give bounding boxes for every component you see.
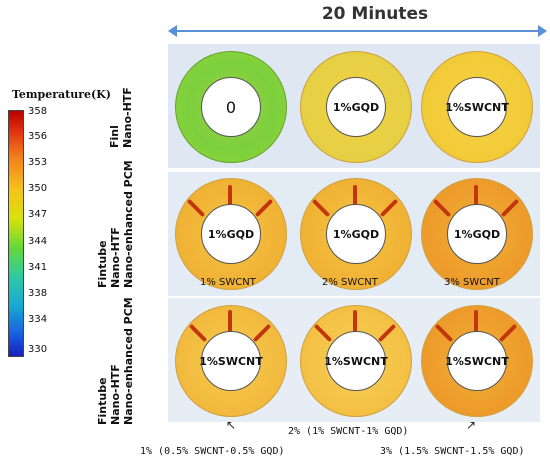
legend-tick: 347 <box>28 209 48 220</box>
simulation-cell: 1%GQD <box>297 175 413 291</box>
row-label-line: Finl <box>108 125 121 148</box>
legend-tick: 356 <box>28 131 48 142</box>
temperature-ring <box>175 51 287 163</box>
fin-hotspot <box>353 185 357 207</box>
legend-tick: 358 <box>28 106 48 117</box>
row-label-1: Finl Nano-HTF <box>108 87 134 148</box>
simulation-cell: 1%SWCNT <box>297 302 413 418</box>
case-label: 1%SWCNT <box>324 331 388 391</box>
case-label: 0 <box>201 77 261 137</box>
simulation-cell: 0 <box>172 48 288 164</box>
row2-sublabel: 1% SWCNT <box>200 277 256 288</box>
row-label-2: Fintube Nano-HTF Nano-enhanced PCM <box>96 160 135 288</box>
row-label-line: Nano-HTF <box>121 87 134 148</box>
fin-hotspot <box>228 185 232 207</box>
row-label-line: Nano-HTF <box>109 364 122 425</box>
simulation-cell: 1%GQD <box>297 48 413 164</box>
case-label: 1%SWCNT <box>445 331 509 391</box>
simulation-cell: 1%GQD <box>418 175 534 291</box>
row-label-line: Nano-HTF <box>109 227 122 288</box>
arrow-left-icon <box>168 25 177 37</box>
legend-tick: 334 <box>28 314 48 325</box>
time-title: 20 Minutes <box>321 4 429 24</box>
legend-tick: 344 <box>28 236 48 247</box>
fin-hotspot <box>474 310 478 332</box>
legend-tick: 350 <box>28 183 48 194</box>
time-arrow-line <box>172 30 542 32</box>
pointer-arrow-icon: ↖ <box>226 418 237 432</box>
simulation-cell: 1%SWCNT <box>418 302 534 418</box>
bottom-label: 2% (1% SWCNT-1% GQD) <box>288 426 409 437</box>
fin-hotspot <box>353 310 357 332</box>
arrow-right-icon <box>538 25 547 37</box>
row-label-line: Fintube <box>96 240 109 288</box>
simulation-cell: 1%GQD <box>172 175 288 291</box>
simulation-cell: 1%SWCNT <box>418 48 534 164</box>
row-label-line: Nano-enhanced PCM <box>122 297 135 425</box>
row-label-3: Fintube Nano-HTF Nano-enhanced PCM <box>96 297 135 425</box>
case-label: 1%GQD <box>447 204 507 264</box>
pointer-arrow-icon: ↗ <box>466 418 477 432</box>
legend-tick: 341 <box>28 262 48 273</box>
temperature-colorbar <box>8 110 24 357</box>
case-label: 1%GQD <box>326 77 386 137</box>
case-label: 1%SWCNT <box>445 77 509 137</box>
legend-tick: 330 <box>28 344 48 355</box>
bottom-label: 3% (1.5% SWCNT-1.5% GQD) <box>380 446 525 457</box>
bottom-label: 1% (0.5% SWCNT-0.5% GQD) <box>140 446 285 457</box>
case-label: 1%SWCNT <box>199 331 263 391</box>
case-label: 1%GQD <box>201 204 261 264</box>
legend-tick: 338 <box>28 288 48 299</box>
fin-hotspot <box>474 185 478 207</box>
row-label-line: Nano-enhanced PCM <box>122 160 135 288</box>
temperature-ring <box>421 51 533 163</box>
fin-hotspot <box>228 310 232 332</box>
case-label: 1%GQD <box>326 204 386 264</box>
row2-sublabel: 2% SWCNT <box>322 277 378 288</box>
legend-tick: 353 <box>28 157 48 168</box>
simulation-cell: 1%SWCNT <box>172 302 288 418</box>
row2-sublabel: 3% SWCNT <box>444 277 500 288</box>
row-label-line: Fintube <box>96 377 109 425</box>
legend-title: Temperature(K) <box>12 88 112 101</box>
